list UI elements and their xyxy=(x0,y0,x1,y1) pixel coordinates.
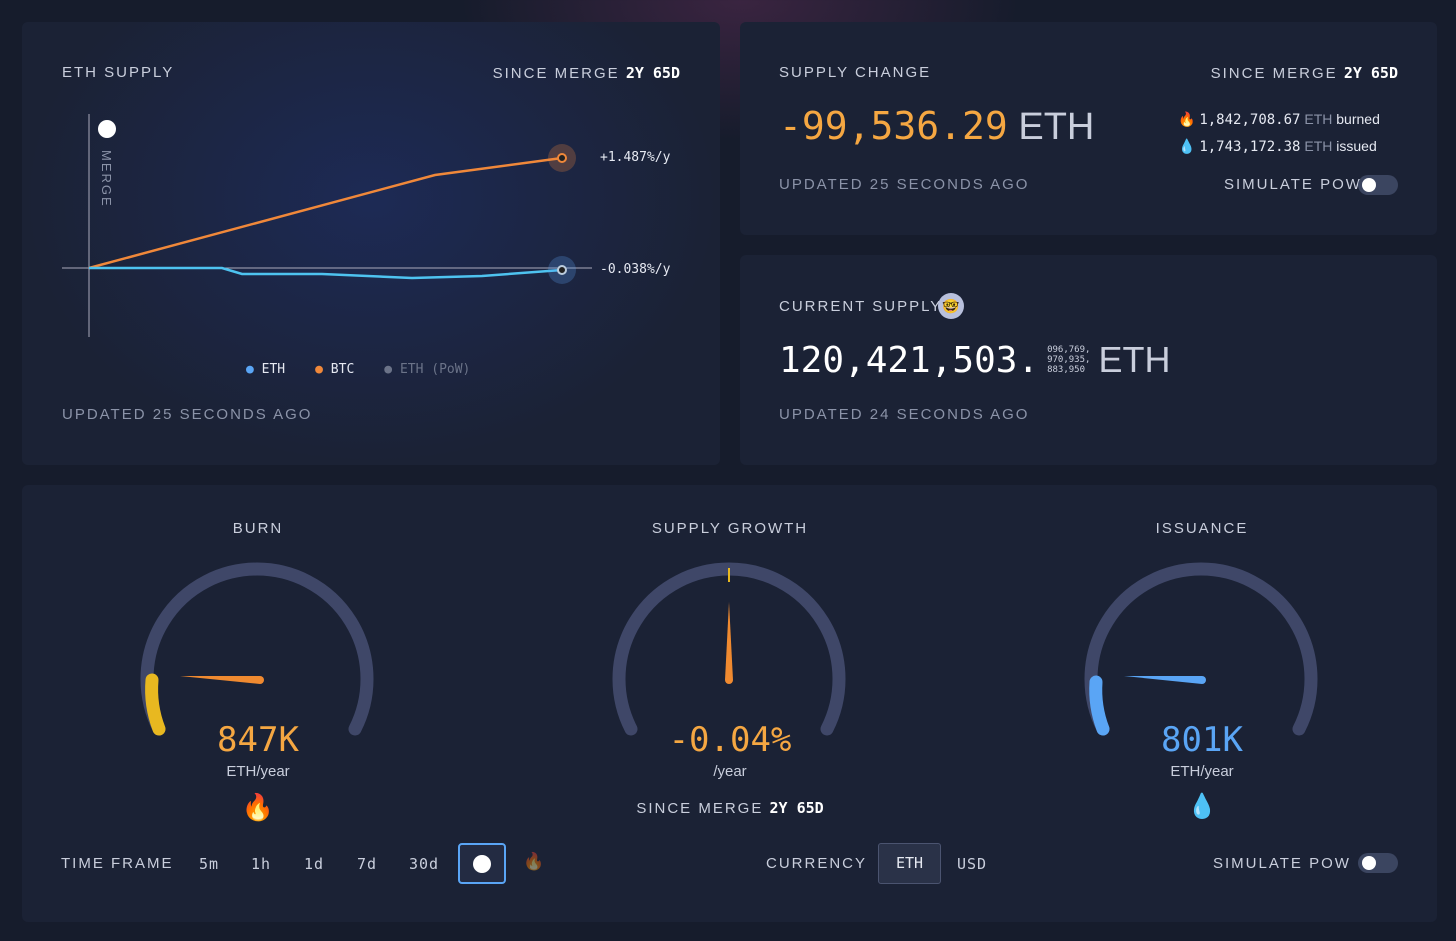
since-value: 2y 65d xyxy=(625,64,680,82)
timeframe-5m[interactable]: 5m xyxy=(199,855,220,873)
issuance-unit: ETH/year xyxy=(1170,763,1234,780)
burn-unit: ETH/year xyxy=(226,763,290,780)
eth-rate: -0.038%/y xyxy=(600,262,671,277)
since-label: SINCE MERGE xyxy=(492,65,620,82)
panel-title: ETH SUPPLY xyxy=(62,64,175,81)
growth-needle xyxy=(725,602,733,684)
legend-btc[interactable]: ● BTC xyxy=(315,362,355,377)
droplet-icon: 💧 xyxy=(1187,793,1217,820)
legend-eth-pow[interactable]: ● ETH (PoW) xyxy=(384,362,471,377)
simulate-pow-label: SIMULATE PoW xyxy=(1224,176,1362,193)
panda-icon xyxy=(473,854,491,873)
time-frame-label: TIME FRAME xyxy=(61,855,174,872)
growth-since: SINCE MERGE 2y 65d xyxy=(636,799,824,817)
burn-title: BURN xyxy=(232,520,284,537)
legend-eth[interactable]: ● ETH xyxy=(246,362,286,377)
currency-eth-button[interactable]: ETH xyxy=(878,843,941,884)
btc-rate: +1.487%/y xyxy=(600,150,671,165)
panda-icon xyxy=(98,120,116,138)
issuance-gauge xyxy=(1084,562,1318,736)
issuance-title: ISSUANCE xyxy=(1155,520,1249,537)
burn-gauge xyxy=(140,562,374,736)
currency-label: CURRENCY xyxy=(766,855,868,872)
timeframe-1h[interactable]: 1h xyxy=(251,855,272,873)
panel-title: SUPPLY CHANGE xyxy=(779,64,932,81)
since-merge: SINCE MERGE 2y 65d xyxy=(1210,64,1398,82)
eth-supply-panel: ETH SUPPLY SINCE MERGE 2y 65d MERGE +1.4… xyxy=(22,22,720,465)
since-merge: SINCE MERGE 2y 65d xyxy=(493,64,680,82)
gauges-panel xyxy=(22,485,1437,922)
issuance-value: 801K xyxy=(1161,720,1243,760)
growth-title: SUPPLY GROWTH xyxy=(651,520,809,537)
btc-series-line xyxy=(88,156,563,270)
supply-change-value: -99,536.29 ETH xyxy=(779,104,1095,148)
updated-text: UPDATED 25 SECONDS AGO xyxy=(62,406,313,423)
simulate-pow-toggle[interactable] xyxy=(1358,853,1398,873)
timeframe-7d[interactable]: 7d xyxy=(357,855,378,873)
growth-unit: /year xyxy=(713,763,747,780)
simulate-pow-label: SIMULATE PoW xyxy=(1213,855,1351,872)
merge-label: MERGE xyxy=(99,150,114,208)
burned-row: 🔥 1,842,708.67 ETH burned xyxy=(1178,111,1380,128)
updated-text: UPDATED 24 SECONDS AGO xyxy=(779,406,1030,423)
eth-series-line xyxy=(89,266,563,280)
droplet-icon: 💧 xyxy=(1178,138,1196,154)
burn-needle xyxy=(180,676,264,684)
supply-chart xyxy=(62,114,592,337)
burn-value: 847K xyxy=(217,720,299,760)
fire-icon: 🔥 xyxy=(241,792,275,822)
supply-change-panel: SUPPLY CHANGE SINCE MERGE 2y 65d -99,536… xyxy=(740,22,1437,235)
timeframe-1d[interactable]: 1d xyxy=(304,855,325,873)
timeframe-since-burn-button[interactable]: 🔥 xyxy=(523,852,545,871)
timeframe-since-merge-button[interactable] xyxy=(458,843,506,884)
simulate-pow-toggle[interactable] xyxy=(1358,175,1398,195)
issued-row: 💧 1,743,172.38 ETH issued xyxy=(1178,138,1377,155)
chart-legend: ● ETH ● BTC ● ETH (PoW) xyxy=(246,362,470,377)
panel-title: CURRENT SUPPLY xyxy=(779,298,943,315)
burn-issue-breakdown: 🔥 1,842,708.67 ETH burned 💧 1,743,172.38… xyxy=(1178,106,1380,160)
growth-gauge xyxy=(612,562,846,736)
nerd-face-icon: 🤓 xyxy=(938,293,964,319)
growth-value: -0.04% xyxy=(668,720,792,760)
fire-icon: 🔥 xyxy=(1178,111,1196,127)
currency-usd-button[interactable]: USD xyxy=(957,855,988,873)
issuance-needle xyxy=(1124,676,1206,684)
current-supply-value: 120,421,503. 096,769, 970,935, 883,950 ETH xyxy=(779,339,1171,381)
updated-text: UPDATED 25 SECONDS AGO xyxy=(779,176,1030,193)
current-supply-panel: CURRENT SUPPLY 🤓 120,421,503. 096,769, 97… xyxy=(740,255,1437,465)
timeframe-30d[interactable]: 30d xyxy=(409,855,440,873)
